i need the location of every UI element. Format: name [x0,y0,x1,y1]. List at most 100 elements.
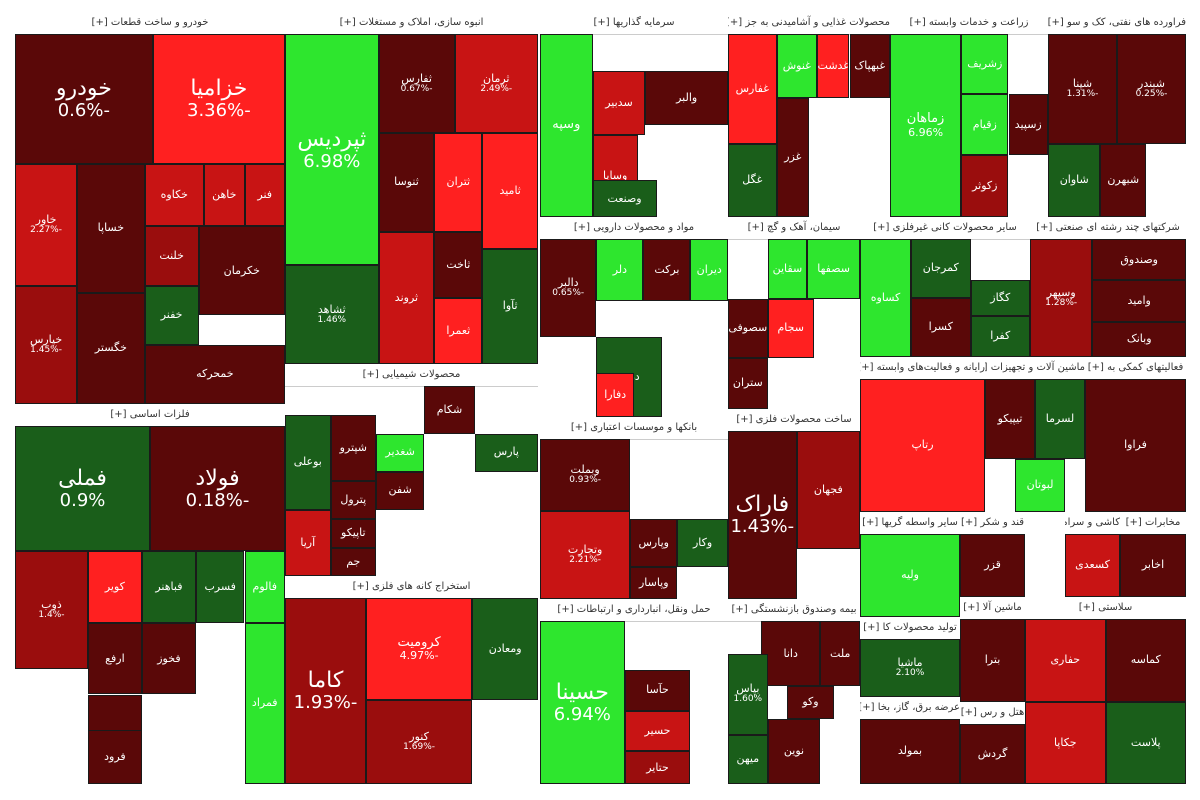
stock-tile[interactable]: کنور -1.69% [365,700,473,784]
stock-tile[interactable]: سجام [767,298,814,358]
stock-tile[interactable]: پارس [474,433,538,472]
stock-tile[interactable]: تاپیکو [330,519,377,548]
sector[interactable]: تولید محصولات کا [+] ماشیا 2.10% [860,617,960,697]
sector[interactable]: سرمایه گذاریها [+] وسپه وسایا وصنعت سدبیر وال… [540,12,728,217]
stock-tile[interactable]: زشریف [961,34,1009,95]
sector-title[interactable]: فراورده های نفتی، کک و سو [+] [1048,12,1186,35]
stock-tile[interactable]: خکاوه [144,163,204,227]
stock-tile[interactable]: وامید [1092,280,1186,322]
stock-tile[interactable]: ستران [728,358,768,409]
sector[interactable]: بانکها و موسسات اعتباری [+] وبملت -0.93% وت… [540,417,728,599]
stock-tile[interactable]: فالوم [244,551,285,623]
stock-tile[interactable]: ثعمرا [434,298,483,364]
sector[interactable]: ماشین آلات و تجهیزات [+] تیپیکو لسرما لبوتا… [985,357,1085,512]
stock-tile[interactable]: کگاز [970,280,1030,316]
stock-tile[interactable]: ذوب -1.4% [15,551,88,670]
stock-tile[interactable]: سقاین [767,239,808,299]
stock-tile[interactable]: خپارس -1.45% [15,285,78,404]
stock-tile[interactable]: ثروند [378,232,435,364]
stock-tile[interactable]: بترا [960,619,1025,702]
sector[interactable]: رایانه و فعالیت‌های وابسته [+] رتاپ [860,357,985,512]
sector[interactable]: فلزات اساسی [+] فملی 0.9% فولاد -0.18% ذوب -1.… [15,404,285,784]
stock-tile[interactable]: ولیه [860,534,960,617]
sector-title[interactable]: هتل و رس [+] [960,702,1025,725]
stock-tile[interactable]: زماهان 6.96% [890,34,962,217]
stock-tile[interactable]: کسرا [911,298,971,357]
stock-tile[interactable]: ومعادن [472,598,538,701]
stock-tile[interactable]: تیپیکو [985,379,1035,459]
sector-title[interactable]: ماشین آلات و تجهیزات [+] [985,357,1085,380]
stock-tile[interactable]: غزر [776,98,809,217]
sector-title[interactable]: ساخت محصولات فلزی [+] [728,409,860,432]
sector-title[interactable]: محصولات شیمیایی [+] [285,364,538,387]
stock-tile[interactable]: حفاری [1025,619,1106,702]
stock-tile[interactable]: وبملت -0.93% [540,439,631,511]
stock-tile[interactable]: ثنوسا [378,133,435,232]
stock-tile[interactable]: نوین [767,718,821,784]
stock-tile[interactable]: اخابر [1120,534,1186,597]
stock-tile[interactable]: دالبر -0.65% [540,239,597,337]
stock-tile[interactable]: حتاير [624,751,691,784]
stock-tile[interactable]: حسینا 6.94% [540,621,625,784]
stock-tile[interactable]: وسپه [540,34,593,217]
stock-tile[interactable]: خفنر [144,285,199,345]
sector-title[interactable]: استخراج کانه های فلزی [+] [285,576,538,599]
sector[interactable]: انبوه سازی، املاک و مستغلات [+] ثپردیس 6.9… [285,12,538,364]
sector-title[interactable]: فلزات اساسی [+] [15,404,285,427]
stock-tile[interactable]: ارفع [87,622,142,695]
sector[interactable]: فراورده های نفتی، کک و سو [+] شپنا -1.31% ش… [1048,12,1186,217]
stock-tile[interactable]: ثشاهد 1.46% [285,265,379,364]
stock-tile[interactable]: زقیام [961,94,1009,155]
sector[interactable]: استخراج کانه های فلزی [+] کاما -1.93% کرومی… [285,576,538,784]
stock-tile[interactable]: غفارس [728,34,777,144]
stock-tile[interactable]: سصوفی [728,298,768,358]
stock-tile[interactable]: وصندوق [1092,239,1186,281]
sector-title[interactable]: مواد و محصولات دارویی [+] [540,217,728,240]
stock-tile[interactable]: حآسا [624,669,691,711]
stock-tile[interactable]: جکاپا [1025,701,1106,784]
stock-tile[interactable]: کمرجان [911,239,971,298]
stock-tile[interactable]: ثاخت [434,232,483,298]
stock-tile[interactable]: غگل [728,143,777,217]
stock-tile[interactable]: فمراد [244,622,285,784]
stock-tile[interactable]: غبهپاک [849,34,890,99]
stock-tile[interactable]: خودرو -0.6% [15,34,153,164]
sector[interactable]: سایر محصولات کانی غیرفلزی [+] کساوه کسرا کگ… [860,217,1030,357]
stock-tile[interactable]: کرومیت -4.97% [365,598,473,701]
stock-tile[interactable]: وپارس [630,519,678,567]
stock-tile[interactable]: قزر [960,534,1025,597]
sector-title[interactable]: انبوه سازی، املاک و مستغلات [+] [285,12,538,35]
sector[interactable]: قند و شکر [+] قزر [960,512,1025,597]
stock-tile[interactable]: شاوان [1048,143,1101,217]
sector-title[interactable]: رایانه و فعالیت‌های وابسته [+] [860,357,985,380]
sector-title[interactable]: شرکتهای چند رشته ای صنعتی [+] [1030,217,1186,240]
sector[interactable]: محصولات شیمیایی [+] بوعلی آریا شپترو پترول تا… [285,364,538,576]
stock-tile[interactable]: دیران [690,239,728,302]
stock-tile[interactable]: شپنا -1.31% [1048,34,1117,144]
stock-tile[interactable]: سدبیر [592,70,646,135]
stock-tile[interactable]: فنر [244,163,285,227]
stock-tile[interactable]: خمحرکه [144,344,285,404]
stock-tile[interactable]: بمولد [860,719,960,784]
stock-tile[interactable]: خزامیا -3.36% [152,34,285,164]
sector[interactable]: عرضه برق، گاز، بخا [+] بمولد [860,697,960,784]
sector-title[interactable]: فعالیتهای کمکی به [+] [1085,357,1186,380]
sector-title[interactable]: مخابرات [+] [1120,512,1186,535]
stock-tile[interactable]: بپاس 1.60% [728,653,768,736]
sector[interactable]: محصولات غذایی و آشامیدنی به جز [+] غنوش غد… [728,12,890,217]
stock-tile[interactable]: پترول [330,481,377,519]
stock-tile[interactable]: خساپا [77,163,145,293]
stock-tile[interactable]: وکو [787,686,834,719]
stock-tile[interactable]: کفرا [970,315,1030,357]
sector[interactable]: سایر واسطه گریها [+] ولیه [860,512,960,617]
sector-title[interactable]: سایر محصولات کانی غیرفلزی [+] [860,217,1030,240]
stock-tile[interactable]: وتجارت -2.21% [540,511,631,599]
sector[interactable]: خودرو و ساخت قطعات [+] خودرو -0.6% خزامیا -3… [15,12,285,404]
stock-tile[interactable]: کاما -1.93% [285,598,366,784]
stock-tile[interactable]: فراوا [1085,379,1186,512]
stock-tile[interactable]: کسعدی [1065,534,1120,597]
stock-tile[interactable]: وصنعت [592,180,657,217]
stock-tile[interactable]: فخوز [141,622,196,695]
sector[interactable]: مواد و محصولات دارویی [+] دالبر -0.65% برکت… [540,217,728,417]
sector-title[interactable]: کاشی و سرامیک [+] [1065,512,1120,535]
